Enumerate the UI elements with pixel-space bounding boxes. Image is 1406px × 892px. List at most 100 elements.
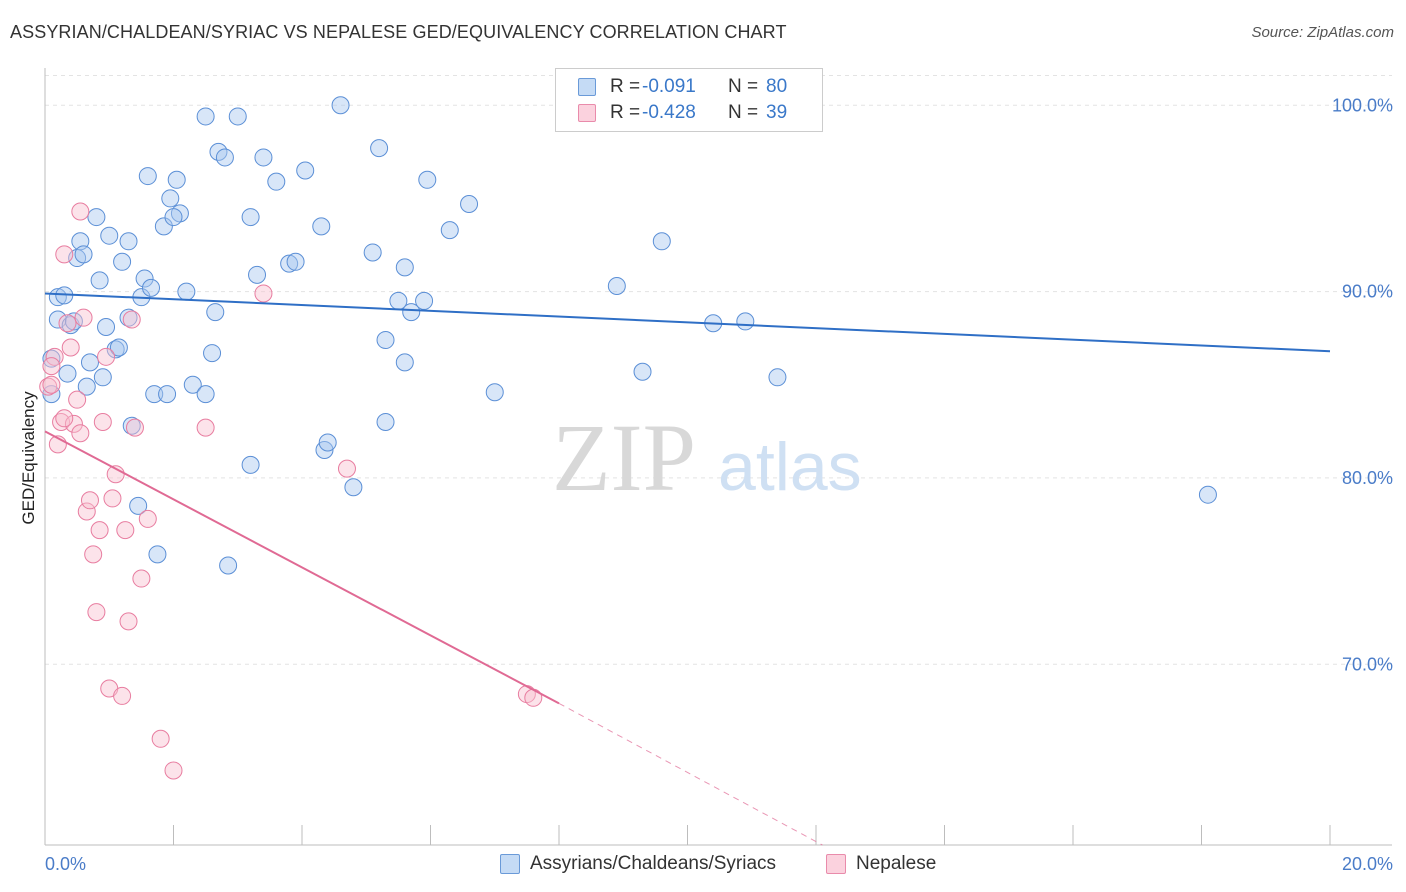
point-assyrians (219, 556, 238, 575)
point-assyrians (109, 338, 128, 357)
legend-row-assyrians: R = -0.091 N = 80 (578, 75, 787, 99)
x-tick-label: 20.0% (1342, 854, 1393, 874)
point-nepalese (55, 409, 74, 428)
legend-swatch-assyrians (578, 78, 596, 96)
point-assyrians (418, 170, 437, 189)
trend-line-nepalese (44, 430, 560, 705)
point-nepalese (77, 502, 96, 521)
point-assyrians (460, 195, 479, 214)
point-assyrians (607, 277, 626, 296)
point-nepalese (337, 459, 356, 478)
point-assyrians (87, 208, 106, 227)
point-assyrians (122, 416, 141, 435)
point-assyrians (633, 362, 652, 381)
legend-r-value: -0.091 (642, 76, 696, 97)
point-nepalese (138, 509, 157, 528)
point-assyrians (254, 148, 273, 167)
stats-legend: R = -0.091 N = 80 R = -0.428 N = 39 (555, 68, 823, 132)
point-assyrians (167, 170, 186, 189)
legend-r-label: R = (610, 102, 641, 123)
point-nepalese (84, 545, 103, 564)
point-assyrians (203, 344, 222, 363)
point-assyrians (363, 243, 382, 262)
y-tick-label: 90.0% (1342, 282, 1393, 302)
point-assyrians (196, 385, 215, 404)
point-assyrians (344, 478, 363, 497)
point-assyrians (158, 385, 177, 404)
point-assyrians (161, 189, 180, 208)
point-assyrians (286, 252, 305, 271)
point-assyrians (164, 208, 183, 227)
point-nepalese (132, 569, 151, 588)
point-assyrians (80, 353, 99, 372)
legend-n-label: N = (728, 102, 759, 123)
point-assyrians (119, 232, 138, 251)
point-assyrians (1198, 485, 1217, 504)
point-assyrians (395, 258, 414, 277)
point-nepalese (97, 347, 116, 366)
legend-r-value: -0.428 (642, 102, 696, 123)
point-nepalese (103, 489, 122, 508)
point-assyrians (215, 148, 234, 167)
point-assyrians (58, 364, 77, 383)
point-assyrians (485, 383, 504, 402)
point-nepalese (164, 761, 183, 780)
point-assyrians (241, 208, 260, 227)
point-nepalese (45, 347, 64, 366)
legend-n-value: 39 (766, 102, 788, 123)
point-assyrians (77, 377, 96, 396)
point-assyrians (138, 167, 157, 186)
watermark-atlas: atlas (718, 429, 862, 505)
point-assyrians (183, 375, 202, 394)
point-assyrians (90, 271, 109, 290)
point-assyrians (652, 232, 671, 251)
point-assyrians (280, 254, 299, 273)
point-assyrians (228, 107, 247, 126)
y-tick-label: 100.0% (1332, 95, 1393, 115)
point-assyrians (97, 318, 116, 336)
point-nepalese (42, 357, 61, 376)
bottom-legend-assyrians: Assyrians/Chaldeans/Syriacs (500, 852, 776, 876)
grid-lines (45, 74, 1392, 665)
point-assyrians (74, 245, 93, 264)
source-label: Source: ZipAtlas.com (1251, 24, 1394, 41)
trend-lines (44, 292, 1331, 846)
point-assyrians (376, 331, 395, 350)
point-assyrians (206, 303, 225, 322)
trend-line-assyrians (44, 292, 1331, 353)
point-assyrians (402, 303, 421, 322)
point-assyrians (241, 455, 260, 474)
point-assyrians (376, 413, 395, 432)
point-assyrians (267, 172, 286, 191)
point-nepalese (196, 418, 215, 437)
point-assyrians (312, 217, 331, 236)
zipatlas-watermark: ZIP atlas (552, 404, 862, 511)
point-nepalese (39, 377, 58, 396)
point-nepalese (55, 245, 74, 264)
legend-swatch-nepalese (578, 104, 596, 122)
point-assyrians (331, 96, 350, 115)
point-assyrians (296, 161, 315, 180)
point-assyrians (113, 252, 132, 271)
legend-n-value: 80 (766, 76, 788, 97)
bottom-legend-label-nepalese: Nepalese (856, 853, 937, 874)
point-assyrians (318, 433, 337, 452)
point-nepalese (71, 424, 90, 443)
point-assyrians (415, 291, 434, 310)
point-assyrians (768, 368, 787, 387)
bottom-legend-swatch-assyrians (500, 854, 520, 874)
bottom-legend-nepalese: Nepalese (826, 852, 936, 876)
point-nepalese (42, 375, 61, 394)
point-assyrians (248, 265, 267, 284)
tick-labels: 100.0% 90.0% 80.0% 70.0% 0.0% 20.0% (45, 95, 1393, 874)
y-tick-label: 80.0% (1342, 468, 1393, 488)
point-nepalese (254, 284, 273, 303)
y-tick-label: 70.0% (1342, 654, 1393, 674)
legend-row-nepalese: R = -0.428 N = 39 (578, 101, 787, 125)
bottom-legend-swatch-nepalese (826, 854, 846, 874)
legend-r-label: R = (610, 76, 641, 97)
trend-line-nepalese-extrapolated (558, 702, 823, 846)
point-nepalese (125, 418, 144, 437)
point-assyrians (145, 385, 164, 404)
watermark-zip: ZIP (552, 404, 696, 511)
